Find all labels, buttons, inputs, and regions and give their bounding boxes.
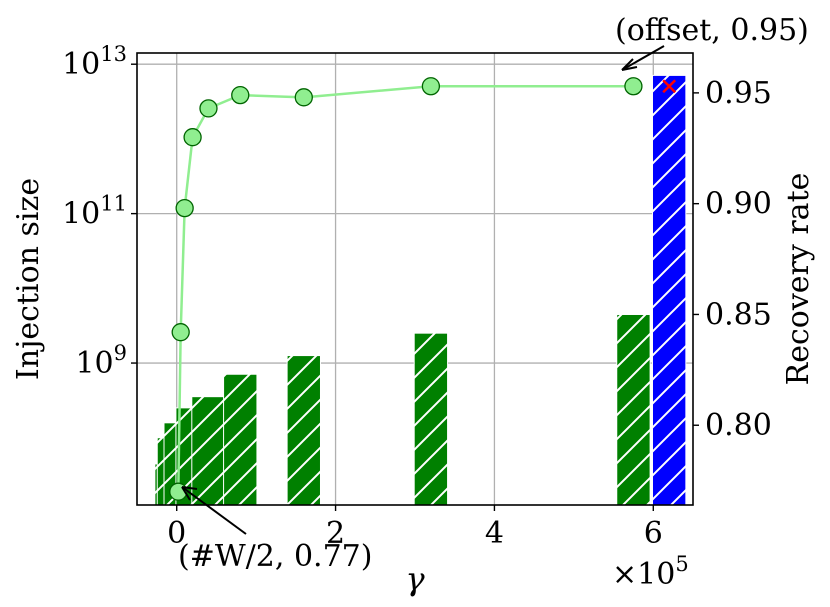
recovery-point bbox=[175, 198, 194, 218]
y-tick-label: 1013 bbox=[62, 42, 127, 82]
recovery-line bbox=[169, 77, 677, 501]
bars bbox=[154, 74, 687, 505]
x-multiplier: ×105 bbox=[612, 552, 689, 592]
annotation-half-w-arrow bbox=[181, 486, 247, 535]
recovery-point bbox=[171, 323, 190, 342]
injection-bar-hatch bbox=[414, 333, 448, 505]
recovery-point bbox=[624, 77, 643, 96]
offset-x-marker bbox=[662, 79, 677, 94]
right-y-ticks: 0.80 0.85 0.90 0.95 bbox=[693, 76, 772, 443]
left-y-ticks: 109 1011 1013 bbox=[62, 42, 137, 381]
right-y-tick-label: 0.85 bbox=[705, 297, 772, 332]
x-multiplier-exp: 5 bbox=[675, 552, 688, 576]
injection-bar-hatch bbox=[616, 314, 651, 505]
x-tick-label: 2 bbox=[326, 516, 345, 551]
injection-bar-hatch bbox=[223, 374, 257, 505]
annotation-offset-text: (offset, 0.95) bbox=[615, 13, 809, 48]
plot-frame bbox=[136, 52, 694, 506]
annotation-half-w-text: (#W/2, 0.77) bbox=[178, 539, 372, 574]
x-multiplier-base: ×10 bbox=[612, 557, 675, 592]
y-tick-label: 109 bbox=[75, 341, 127, 381]
right-axis-label: Recovery rate bbox=[781, 173, 816, 386]
x-tick-label: 0 bbox=[167, 516, 186, 551]
x-ticks: 0 2 4 6 bbox=[167, 505, 663, 551]
annotation-offset-arrowhead bbox=[621, 58, 638, 71]
annotation-half-w: (#W/2, 0.77) bbox=[178, 486, 372, 574]
right-y-tick-label: 0.90 bbox=[705, 187, 772, 222]
recovery-point bbox=[231, 85, 250, 105]
annotation-offset: (offset, 0.95) bbox=[615, 13, 809, 71]
y-tick-label: 1011 bbox=[62, 192, 127, 232]
offset-injection-bar-hatch bbox=[652, 75, 686, 505]
x-axis-label: γ bbox=[405, 560, 425, 598]
right-y-tick-label: 0.80 bbox=[705, 408, 772, 443]
x-tick-label: 4 bbox=[485, 516, 504, 551]
injection-bar-hatch bbox=[191, 396, 226, 505]
right-y-tick-label: 0.95 bbox=[705, 76, 772, 111]
left-axis-label: Injection size bbox=[11, 178, 46, 380]
recovery-point bbox=[421, 77, 441, 96]
recovery-point bbox=[183, 128, 202, 147]
recovery-point bbox=[294, 88, 313, 107]
injection-bar-hatch bbox=[287, 355, 321, 505]
x-tick-label: 6 bbox=[644, 516, 663, 551]
annotation-offset-arrow bbox=[621, 45, 665, 71]
recovery-point bbox=[199, 99, 218, 118]
annotation-half-w-arrowhead bbox=[181, 486, 198, 501]
